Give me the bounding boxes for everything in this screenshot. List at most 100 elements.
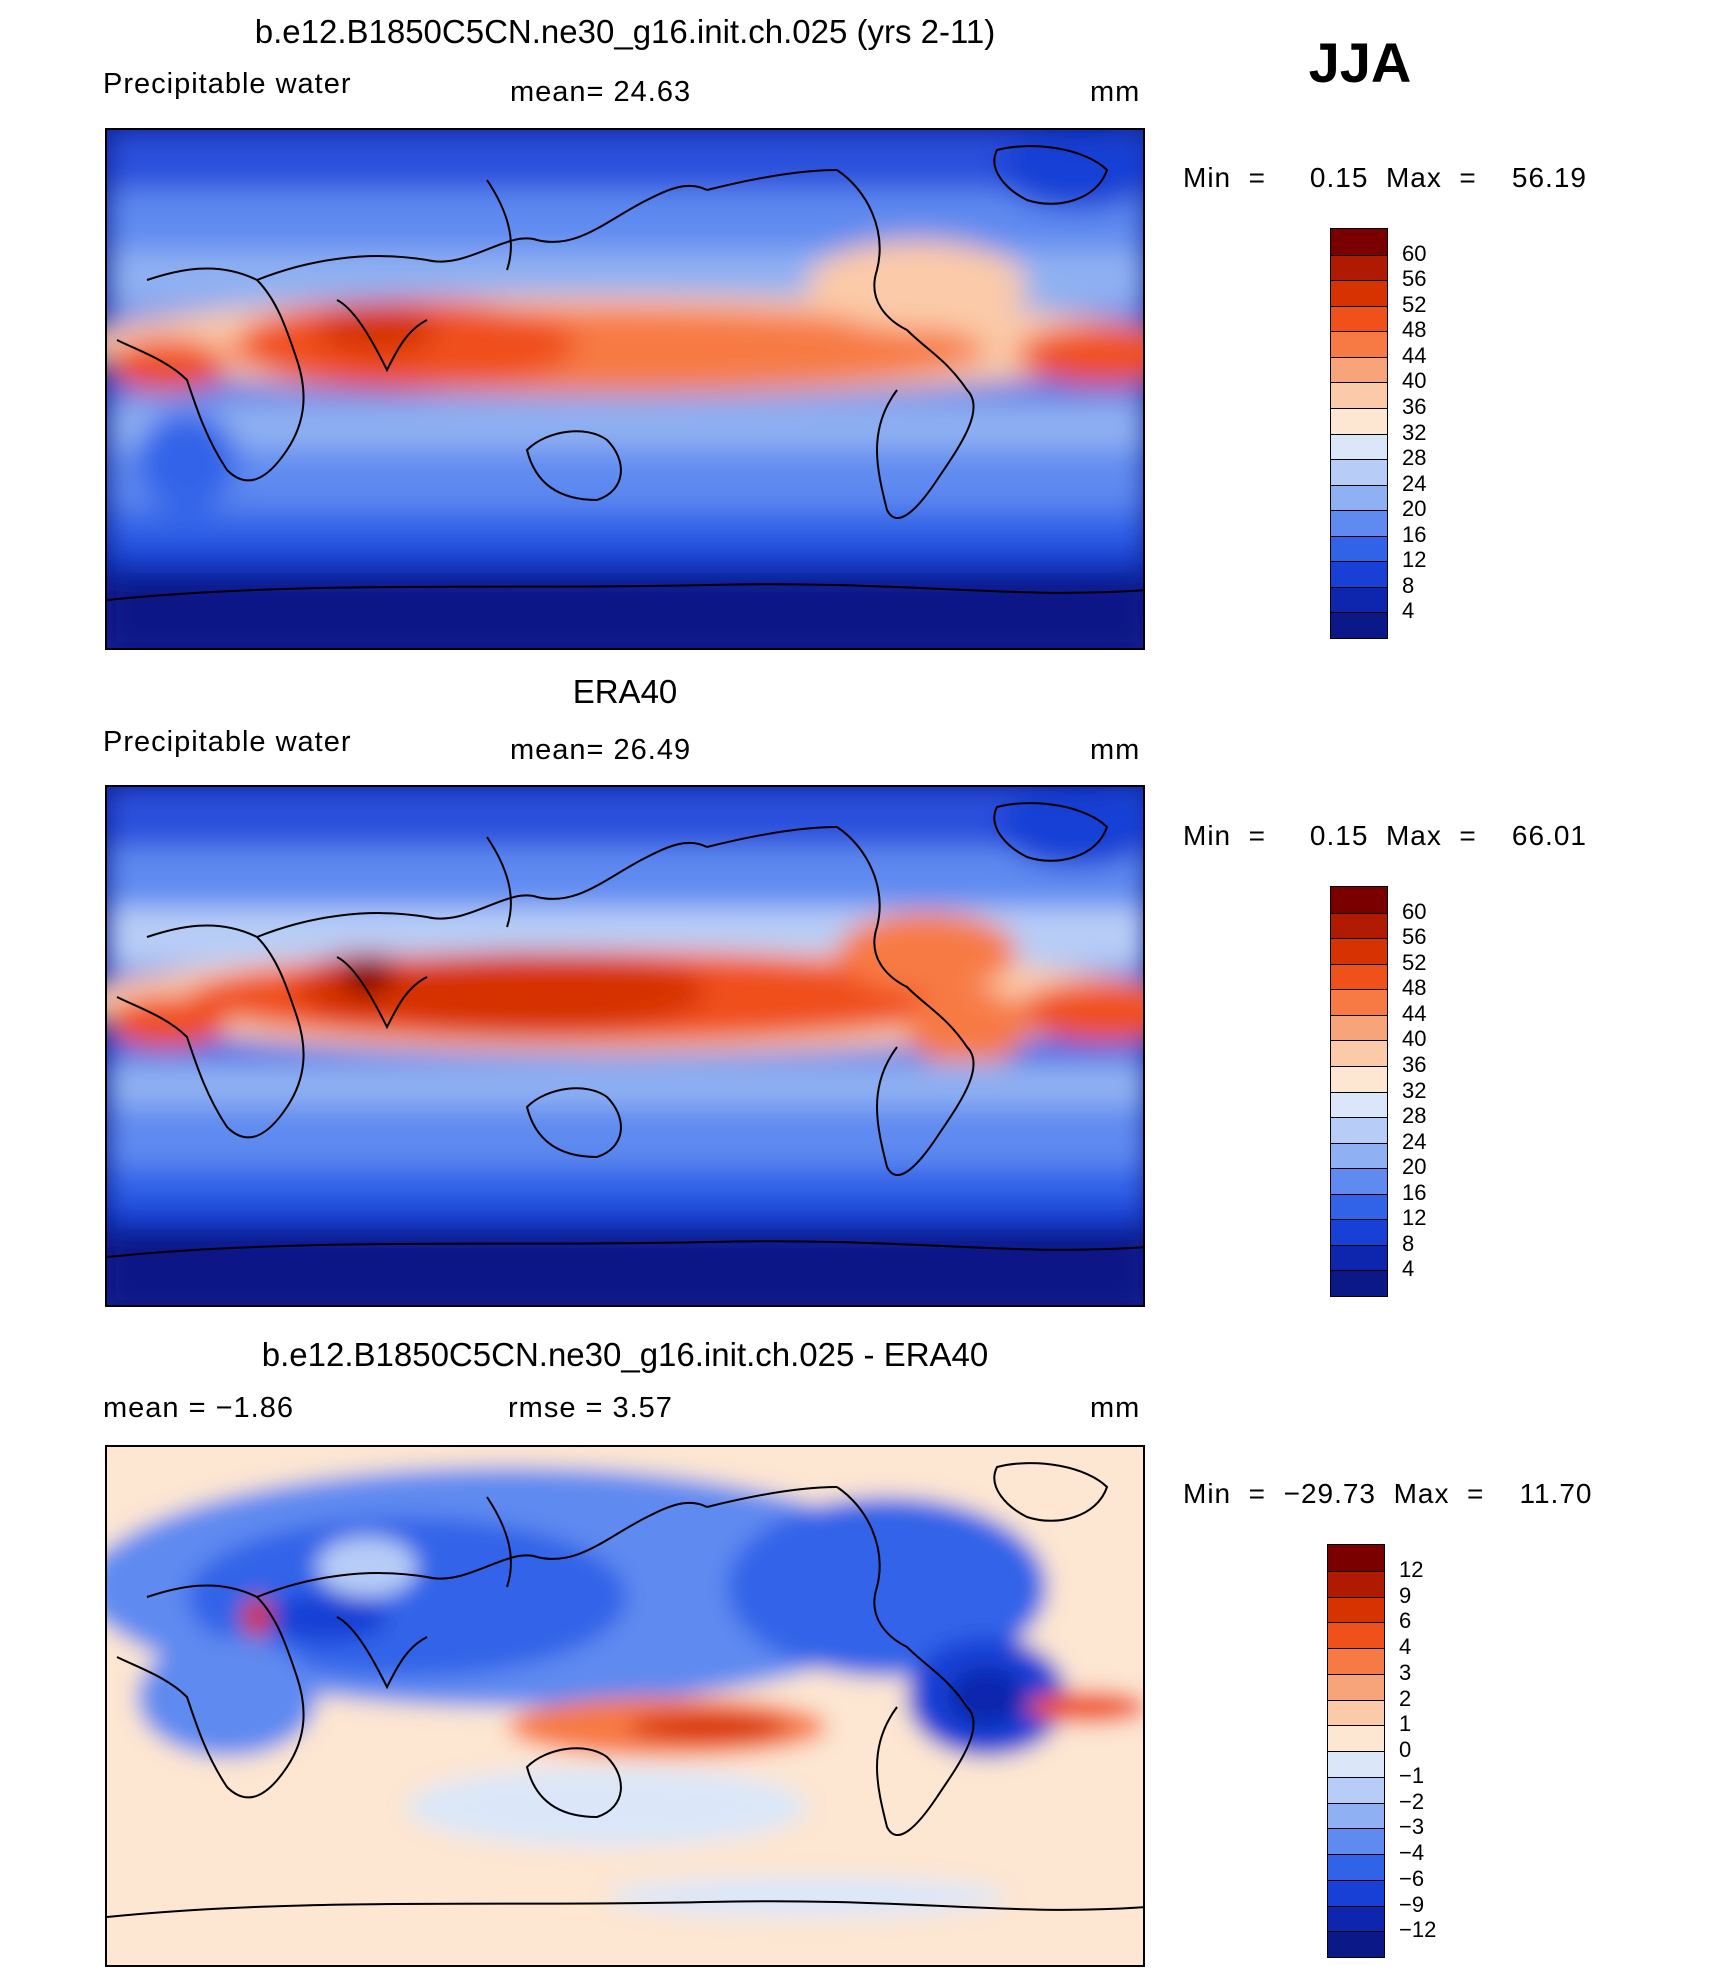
colorbar-segment: [1331, 938, 1387, 964]
colorbar-segment: [1328, 1622, 1384, 1648]
variable-label-obs: Precipitable water: [103, 726, 352, 758]
colorbar-segment: [1331, 1270, 1387, 1296]
colorbar-segment: [1331, 1244, 1387, 1271]
colorbar-tick-label: 24: [1402, 470, 1427, 496]
colorbar-segment: [1331, 1219, 1387, 1245]
colorbar-segment: [1331, 331, 1387, 357]
colorbar-tick-label: 4: [1402, 598, 1415, 624]
colorbar-segment: [1331, 561, 1387, 587]
colorbar-tick-label: −3: [1399, 1814, 1425, 1840]
colorbar-segment: [1331, 1065, 1387, 1092]
colorbar-segment: [1328, 1751, 1384, 1777]
colorbar-segment: [1331, 484, 1387, 511]
colorbar-segment: [1331, 1193, 1387, 1220]
colorbar-tick-label: 36: [1402, 1051, 1427, 1077]
colorbar-segment: [1328, 1828, 1384, 1854]
rmse-label-diff: rmse = 3.57: [508, 1392, 673, 1424]
colorbar-segment: [1331, 229, 1387, 255]
colorbar-segment: [1328, 1854, 1384, 1880]
units-label-model: mm: [1090, 76, 1141, 108]
season-label: JJA: [1308, 31, 1412, 94]
colorbar-tick-label: 40: [1402, 368, 1427, 394]
colorbar-segment: [1328, 1776, 1384, 1803]
map-panel-diff: [105, 1445, 1145, 1967]
colorbar-segment: [1331, 535, 1387, 562]
colorbar-segment: [1331, 382, 1387, 408]
colorbar-tick-label: 4: [1402, 1256, 1415, 1282]
colorbar-segment: [1331, 1168, 1387, 1194]
colorbar-tick-label: 56: [1402, 266, 1427, 292]
colorbar-segment: [1331, 586, 1387, 613]
map-panel-obs: [105, 785, 1145, 1307]
colorbar-segment: [1328, 1802, 1384, 1829]
colorbar-tick-label: 52: [1402, 949, 1427, 975]
colorbar-diff: [1327, 1544, 1385, 1958]
colorbar-segment: [1328, 1725, 1384, 1751]
colorbar-segment: [1331, 1091, 1387, 1118]
colorbar-tick-label: 44: [1402, 1000, 1427, 1026]
colorbar-segment: [1331, 280, 1387, 306]
variable-label-model: Precipitable water: [103, 68, 352, 100]
colorbar-segment: [1331, 305, 1387, 332]
colorbar-field-1: [1330, 228, 1388, 639]
panel-title-obs: ERA40: [572, 673, 678, 710]
contour-map-obs: [107, 787, 1143, 1305]
colorbar-tick-label: 2: [1399, 1685, 1412, 1711]
contour-map-model: [107, 130, 1143, 648]
minmax-label-model: Min = 0.15 Max = 56.19: [1183, 162, 1587, 193]
map-panel-model: [105, 128, 1145, 650]
colorbar-segment: [1331, 1142, 1387, 1169]
colorbar-tick-label: 32: [1402, 419, 1427, 445]
colorbar-tick-label: 28: [1402, 445, 1427, 471]
colorbar-segment: [1328, 1596, 1384, 1623]
colorbar-segment: [1331, 912, 1387, 939]
colorbar-segment: [1331, 407, 1387, 434]
colorbar-tick-label: 60: [1402, 898, 1427, 924]
colorbar-tick-label: 16: [1402, 1179, 1427, 1205]
colorbar-tick-label: 3: [1399, 1659, 1412, 1685]
colorbar-segment: [1331, 254, 1387, 281]
colorbar-tick-label: 20: [1402, 1154, 1427, 1180]
colorbar-tick-label: −12: [1399, 1917, 1437, 1943]
colorbar-segment: [1331, 459, 1387, 485]
colorbar-segment: [1331, 510, 1387, 536]
colorbar-tick-label: 28: [1402, 1103, 1427, 1129]
colorbar-tick-label: 8: [1402, 1230, 1415, 1256]
colorbar-tick-label: 48: [1402, 975, 1427, 1001]
colorbar-segment: [1331, 433, 1387, 460]
colorbar-tick-label: 6: [1399, 1608, 1412, 1634]
colorbar-segment: [1331, 1040, 1387, 1066]
colorbar-tick-label: 4: [1399, 1634, 1412, 1659]
colorbar-tick-label: 32: [1402, 1077, 1427, 1103]
colorbar-tick-label: 52: [1402, 291, 1427, 317]
units-label-obs: mm: [1090, 734, 1141, 766]
colorbar-tick-label: −1: [1399, 1762, 1425, 1788]
colorbar-segment: [1328, 1879, 1384, 1906]
colorbar-field-2: [1330, 886, 1388, 1297]
colorbar-tick-label: −4: [1399, 1840, 1425, 1865]
colorbar-tick-label: 12: [1399, 1556, 1424, 1582]
colorbar-tick-label: 20: [1402, 496, 1427, 522]
colorbar-tick-label: 0: [1399, 1737, 1412, 1762]
colorbar-tick-label: 60: [1402, 240, 1427, 266]
colorbar-tick-label: 16: [1402, 521, 1427, 547]
colorbar-tick-label: 1: [1399, 1711, 1412, 1737]
colorbar-tick-label: 44: [1402, 342, 1427, 368]
colorbar-tick-label: 8: [1402, 572, 1415, 598]
colorbar-segment: [1331, 887, 1387, 913]
colorbar-tick-label: −9: [1399, 1891, 1425, 1917]
colorbar-segment: [1331, 1014, 1387, 1041]
colorbar-segment: [1328, 1648, 1384, 1674]
colorbar-tick-label: 40: [1402, 1026, 1427, 1052]
colorbar-tick-label: 48: [1402, 317, 1427, 343]
colorbar-segment: [1328, 1570, 1384, 1597]
colorbar-tick-label: −6: [1399, 1865, 1425, 1891]
panel-title-model: b.e12.B1850C5CN.ne30_g16.init.ch.025 (yr…: [254, 13, 996, 50]
colorbar-tick-label: 12: [1402, 1205, 1427, 1231]
colorbar-tick-label: 12: [1402, 547, 1427, 573]
colorbar-segment: [1331, 612, 1387, 638]
colorbar-tick-label: 9: [1399, 1582, 1412, 1608]
colorbar-segment: [1328, 1699, 1384, 1726]
colorbar-segment: [1331, 356, 1387, 383]
colorbar-segment: [1328, 1545, 1384, 1571]
